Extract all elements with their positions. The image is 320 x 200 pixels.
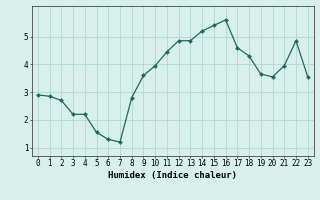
X-axis label: Humidex (Indice chaleur): Humidex (Indice chaleur) xyxy=(108,171,237,180)
